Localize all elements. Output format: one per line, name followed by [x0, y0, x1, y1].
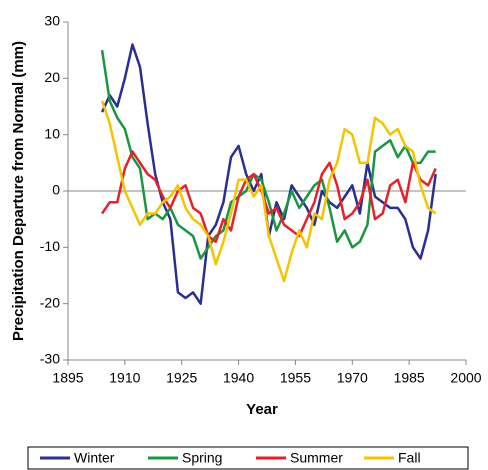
series-line — [100, 43, 437, 305]
series-line — [101, 150, 437, 243]
x-tick-label: 1940 — [223, 370, 254, 386]
legend-label: Winter — [74, 450, 115, 466]
y-tick-label: -20 — [40, 294, 60, 310]
x-tick-label: 1970 — [337, 370, 368, 386]
x-tick-label: 1925 — [166, 370, 197, 386]
x-tick-label: 1985 — [394, 370, 425, 386]
y-tick-label: -10 — [40, 238, 60, 254]
x-tick-label: 1910 — [109, 370, 140, 386]
y-tick-label: -30 — [40, 351, 60, 367]
x-axis-label: Year — [246, 401, 278, 418]
y-tick-label: 0 — [52, 182, 60, 198]
y-tick-label: 20 — [44, 69, 60, 85]
x-tick-label: 1895 — [52, 370, 83, 386]
series-line — [100, 100, 437, 283]
y-tick-label: 30 — [44, 13, 60, 29]
x-tick-label: 2000 — [450, 370, 481, 386]
legend-label: Fall — [398, 450, 421, 466]
x-tick-label: 1955 — [280, 370, 311, 386]
y-axis-label: Precipitation Departure from Normal (mm) — [10, 41, 27, 341]
legend-label: Spring — [182, 450, 222, 466]
series-line — [100, 49, 436, 260]
y-tick-label: 10 — [44, 125, 60, 141]
legend-box — [27, 446, 469, 470]
legend-label: Summer — [290, 450, 343, 466]
